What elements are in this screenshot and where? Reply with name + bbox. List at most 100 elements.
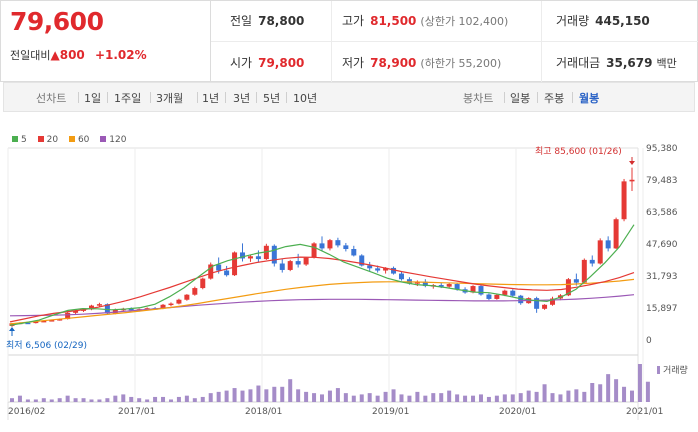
volume-bar	[502, 394, 507, 402]
volume-bar	[375, 395, 380, 402]
x-tick-label: 2020/01	[499, 407, 536, 417]
volume-bar	[184, 395, 189, 402]
volume-bar	[232, 388, 237, 402]
candle	[502, 290, 508, 295]
volume-bar	[383, 391, 388, 402]
current-price: 79,600	[10, 7, 104, 36]
volume-bar	[542, 384, 547, 402]
y-tick-label: 0	[646, 336, 652, 346]
volume-bar	[81, 398, 86, 402]
candle	[486, 294, 492, 299]
x-tick-label: 2021/01	[626, 407, 663, 417]
volume-bar	[168, 399, 173, 402]
tab-weekly[interactable]: 주봉	[544, 92, 565, 105]
volume-bar	[17, 395, 22, 402]
volume-bar	[447, 390, 452, 402]
candle	[542, 304, 548, 309]
candle	[287, 261, 293, 270]
volume-bar	[296, 389, 301, 402]
volume-bar	[431, 393, 436, 402]
volume-bar	[256, 385, 261, 402]
ma120-line	[9, 294, 635, 317]
volume-bar	[176, 396, 181, 402]
candle	[184, 294, 190, 300]
volume-bar	[582, 391, 587, 402]
candle	[192, 288, 198, 295]
y-tick-label: 79,483	[646, 176, 678, 186]
volume-bar	[494, 395, 499, 402]
volume-bar	[89, 399, 94, 402]
candle	[200, 278, 206, 289]
candle	[33, 321, 39, 324]
candle	[391, 267, 397, 274]
volume-bar	[33, 399, 38, 402]
volume-bar	[391, 389, 396, 402]
candle	[279, 263, 285, 270]
y-tick-label: 31,793	[646, 272, 678, 282]
volume-bar	[97, 399, 102, 402]
volume-bar	[10, 398, 14, 402]
candle	[510, 290, 516, 296]
candle	[367, 265, 373, 269]
min-label: 최저 6,506 (02/29)	[6, 340, 87, 351]
candle	[550, 298, 556, 305]
volume-bar	[192, 398, 197, 402]
candle	[128, 308, 134, 311]
candle	[375, 268, 381, 271]
tab-3m[interactable]: 3개월	[156, 92, 184, 105]
tab-1w[interactable]: 1주일	[114, 92, 142, 105]
tab-1d[interactable]: 1일	[84, 92, 102, 105]
y-tick-label: 95,380	[646, 144, 678, 154]
tab-daily[interactable]: 일봉	[510, 92, 531, 105]
candle	[247, 256, 253, 259]
volume-bar	[534, 391, 539, 402]
candle	[605, 240, 611, 249]
tab-monthly[interactable]: 월봉	[579, 92, 600, 105]
tab-10y[interactable]: 10년	[293, 92, 318, 105]
volume-bar	[518, 393, 523, 402]
volume-bar	[320, 394, 324, 402]
volume-bar	[240, 390, 245, 402]
volume-bar	[645, 381, 650, 402]
legend-ma20: 20	[37, 135, 58, 145]
x-tick-label: 2016/02	[8, 407, 45, 417]
candle	[160, 304, 166, 309]
candle	[383, 267, 389, 271]
volume-bar	[121, 394, 126, 402]
ma-legend: 5 20 60 120	[12, 135, 134, 145]
tab-5y[interactable]: 5년	[263, 92, 281, 105]
candle	[208, 264, 214, 279]
volume-bar	[272, 386, 277, 402]
volume-bar	[200, 396, 205, 402]
candle	[621, 181, 627, 220]
current-price-box: 79,600 전일대비▲800 +1.02%	[1, 1, 211, 83]
volume-bar	[622, 386, 627, 402]
candle	[216, 264, 222, 271]
summary-high: 고가 81,500 (상한가 102,400)	[342, 14, 509, 28]
candle	[359, 255, 365, 266]
volume-bar	[399, 394, 404, 402]
volume-bar	[105, 398, 110, 402]
legend-ma120: 120	[100, 135, 126, 145]
volume-bar	[574, 389, 579, 402]
summary-turnover: 거래대금 35,679 백만	[556, 56, 677, 70]
volume-bar	[216, 391, 221, 402]
volume-bar	[264, 389, 269, 402]
candle	[438, 285, 444, 287]
tab-1y[interactable]: 1년	[202, 92, 220, 105]
volume-bar	[248, 389, 253, 402]
candle	[65, 312, 71, 320]
candle	[446, 284, 452, 287]
candle	[96, 304, 102, 306]
y-tick-label: 15,897	[646, 304, 678, 314]
volume-bar	[630, 390, 634, 402]
quote-summary: 79,600 전일대비▲800 +1.02% 전일 78,800 고가 81,500…	[0, 0, 698, 83]
line-chart-label: 선차트	[36, 92, 67, 105]
tab-3y[interactable]: 3년	[233, 92, 251, 105]
volume-bar	[367, 393, 372, 402]
volume-bar	[566, 390, 571, 402]
candle	[319, 243, 325, 249]
candle	[271, 245, 277, 264]
change-amount: 800	[59, 48, 85, 62]
volume-bar	[153, 396, 158, 402]
